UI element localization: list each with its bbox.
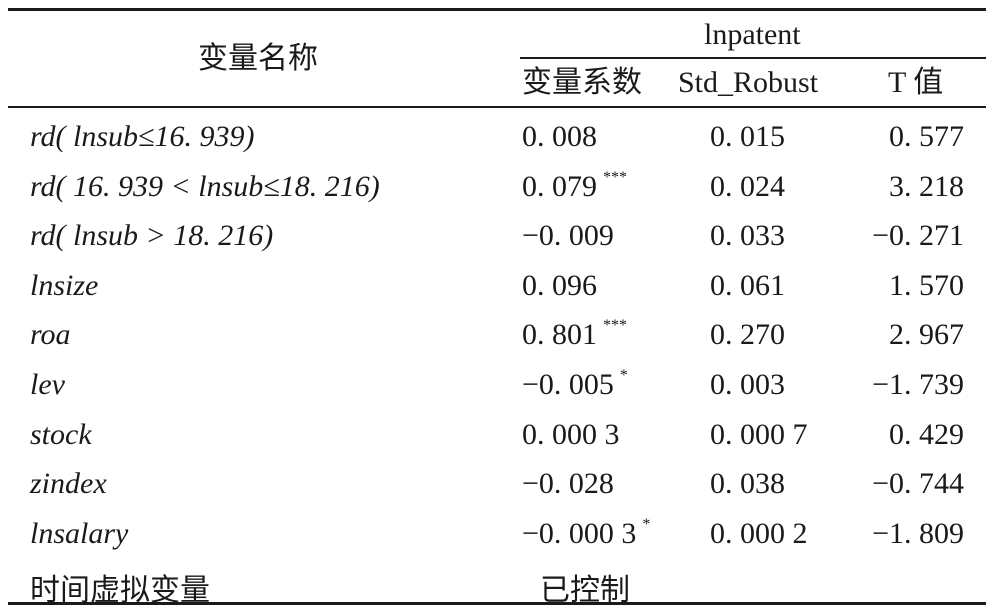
- table-row: rd( 16. 939 < lnsub≤18. 216) 0. 079 *** 0. …: [0, 160, 992, 210]
- row-label: lev: [30, 368, 65, 401]
- row-coefficient: 0. 096: [522, 269, 597, 303]
- coefficient-value: 0. 079: [522, 169, 597, 203]
- table-row: lnsize 0. 096 0. 061 1. 570: [0, 259, 992, 309]
- significance-stars: *: [619, 367, 628, 384]
- row-std-robust: 0. 033: [710, 219, 785, 253]
- coefficient-value: −0. 000 3: [522, 516, 637, 550]
- significance-stars: ***: [603, 317, 627, 335]
- header-variable-name: 变量名称: [198, 42, 318, 75]
- row-coefficient: 0. 079 ***: [522, 168, 627, 204]
- row-coefficient: −0. 009: [522, 219, 614, 253]
- row-std-robust: 0. 015: [710, 120, 785, 153]
- row-label: rd( lnsub > 18. 216): [30, 219, 274, 253]
- row-coefficient: 0. 008: [522, 120, 597, 154]
- coefficient-value: 0. 801: [522, 318, 597, 352]
- row-coefficient: −0. 000 3 *: [522, 515, 651, 551]
- significance-stars: ***: [603, 168, 627, 186]
- row-t-value: −0. 744: [872, 467, 964, 501]
- table-row: rd( lnsub > 18. 216) −0. 009 0. 033 −0. 271: [0, 209, 992, 259]
- header-group-lnpatent: lnpatent: [704, 18, 801, 51]
- row-std-robust: 0. 003: [710, 368, 785, 401]
- table-row: lev −0. 005 * 0. 003 −1. 739: [0, 358, 992, 408]
- row-coefficient: −0. 005 *: [522, 367, 628, 402]
- row-std-robust: 0. 061: [710, 268, 785, 302]
- row-label: lnsize: [30, 268, 99, 302]
- footer-label: 时间虚拟变量: [30, 574, 210, 607]
- table-row: zindex −0. 028 0. 038 −0. 744: [0, 457, 992, 507]
- table-row: lnsalary −0. 000 3 * 0. 000 2 −1. 809: [0, 507, 992, 557]
- row-coefficient: 0. 000 3: [522, 418, 620, 452]
- coefficient-value: 0. 000 3: [522, 417, 620, 451]
- top-rule: [8, 8, 986, 11]
- row-t-value: −1. 809: [872, 516, 964, 550]
- row-std-robust: 0. 000 7: [710, 417, 808, 451]
- table-row: stock 0. 000 3 0. 000 7 0. 429: [0, 408, 992, 458]
- header-std-robust: Std_Robust: [678, 66, 819, 99]
- row-label: lnsalary: [30, 516, 129, 550]
- header-rule: [8, 106, 986, 108]
- row-label: stock: [30, 417, 92, 451]
- row-std-robust: 0. 000 2: [710, 516, 808, 550]
- footer-row: 时间虚拟变量 已控制: [0, 555, 992, 607]
- footer-value: 已控制: [540, 574, 630, 607]
- row-t-value: −1. 739: [872, 368, 964, 401]
- header-coefficient: 变量系数: [522, 66, 642, 99]
- header-t-value: T 值: [888, 66, 944, 99]
- row-t-value: 0. 429: [889, 417, 964, 451]
- row-label: rd( 16. 939 < lnsub≤18. 216): [30, 169, 380, 203]
- coefficient-value: 0. 008: [522, 120, 597, 153]
- row-t-value: 0. 577: [889, 120, 964, 153]
- row-label: rd( lnsub≤16. 939): [30, 120, 255, 153]
- table-row: rd( lnsub≤16. 939) 0. 008 0. 015 0. 577: [0, 110, 992, 160]
- row-t-value: 3. 218: [889, 169, 964, 203]
- coefficient-value: −0. 005: [522, 368, 614, 401]
- coefficient-value: 0. 096: [522, 268, 597, 302]
- bottom-rule: [8, 602, 986, 605]
- row-coefficient: −0. 028: [522, 467, 614, 501]
- group-underline: [520, 57, 986, 59]
- coefficient-value: −0. 028: [522, 467, 614, 501]
- row-std-robust: 0. 038: [710, 467, 785, 501]
- row-t-value: −0. 271: [872, 219, 964, 253]
- row-label: roa: [30, 318, 71, 352]
- row-t-value: 2. 967: [889, 318, 964, 352]
- row-std-robust: 0. 270: [710, 318, 785, 352]
- row-t-value: 1. 570: [889, 268, 964, 302]
- row-label: zindex: [30, 467, 107, 501]
- significance-stars: *: [642, 515, 651, 533]
- row-std-robust: 0. 024: [710, 169, 785, 203]
- coefficient-value: −0. 009: [522, 219, 614, 253]
- table-row: roa 0. 801 *** 0. 270 2. 967: [0, 308, 992, 358]
- row-coefficient: 0. 801 ***: [522, 317, 627, 352]
